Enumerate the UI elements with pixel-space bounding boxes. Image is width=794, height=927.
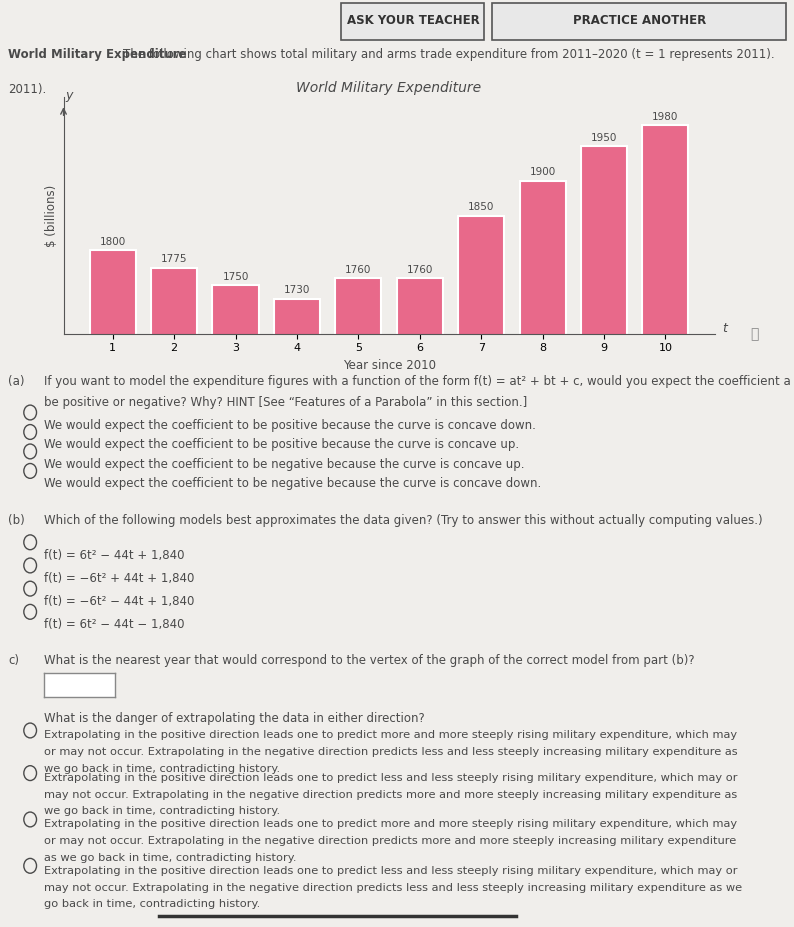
Text: Extrapolating in the positive direction leads one to predict less and less steep: Extrapolating in the positive direction … xyxy=(44,866,737,876)
Text: We would expect the coefficient to be negative because the curve is concave down: We would expect the coefficient to be ne… xyxy=(44,477,541,490)
Text: 2011).: 2011). xyxy=(8,83,46,96)
Text: we go back in time, contradicting history.: we go back in time, contradicting histor… xyxy=(44,806,279,817)
Bar xyxy=(335,278,381,927)
Text: t: t xyxy=(722,322,727,335)
Bar xyxy=(151,268,197,927)
Text: Extrapolating in the positive direction leads one to predict more and more steep: Extrapolating in the positive direction … xyxy=(44,730,737,741)
Text: 1980: 1980 xyxy=(653,111,679,121)
Text: or may not occur. Extrapolating in the negative direction predicts less and less: or may not occur. Extrapolating in the n… xyxy=(44,747,738,757)
Text: 1800: 1800 xyxy=(99,236,125,247)
Text: 1950: 1950 xyxy=(591,133,617,143)
Text: f(t) = −6t² − 44t + 1,840: f(t) = −6t² − 44t + 1,840 xyxy=(44,595,194,608)
Y-axis label: $ (billions): $ (billions) xyxy=(45,184,58,247)
Bar xyxy=(90,250,136,927)
Text: ⓘ: ⓘ xyxy=(750,327,758,341)
Text: go back in time, contradicting history.: go back in time, contradicting history. xyxy=(44,899,260,909)
Text: What is the danger of extrapolating the data in either direction?: What is the danger of extrapolating the … xyxy=(44,712,425,725)
Bar xyxy=(397,278,443,927)
Text: f(t) = 6t² − 44t + 1,840: f(t) = 6t² − 44t + 1,840 xyxy=(44,549,184,562)
Bar xyxy=(274,299,320,927)
Text: 1760: 1760 xyxy=(407,264,433,274)
Text: Which of the following models best approximates the data given? (Try to answer t: Which of the following models best appro… xyxy=(44,514,762,527)
Text: The following chart shows total military and arms trade expenditure from 2011–20: The following chart shows total military… xyxy=(123,48,775,61)
Text: Extrapolating in the positive direction leads one to predict less and less steep: Extrapolating in the positive direction … xyxy=(44,773,737,783)
Text: 1900: 1900 xyxy=(530,167,556,177)
Text: may not occur. Extrapolating in the negative direction predicts more and more st: may not occur. Extrapolating in the nega… xyxy=(44,790,737,800)
Text: be positive or negative? Why? HINT [See “Features of a Parabola” in this section: be positive or negative? Why? HINT [See … xyxy=(44,396,527,409)
Title: World Military Expenditure: World Military Expenditure xyxy=(296,81,482,95)
Text: Extrapolating in the positive direction leads one to predict more and more steep: Extrapolating in the positive direction … xyxy=(44,819,737,830)
Text: 1775: 1775 xyxy=(161,254,187,264)
Bar xyxy=(519,181,565,927)
Text: We would expect the coefficient to be negative because the curve is concave up.: We would expect the coefficient to be ne… xyxy=(44,458,524,471)
Text: f(t) = −6t² + 44t + 1,840: f(t) = −6t² + 44t + 1,840 xyxy=(44,572,194,585)
Text: may not occur. Extrapolating in the negative direction predicts less and less st: may not occur. Extrapolating in the nega… xyxy=(44,883,742,893)
X-axis label: Year since 2010: Year since 2010 xyxy=(342,359,436,372)
Text: 1730: 1730 xyxy=(283,286,310,296)
Text: World Military Expenditure: World Military Expenditure xyxy=(8,48,187,61)
FancyBboxPatch shape xyxy=(341,3,484,40)
Text: We would expect the coefficient to be positive because the curve is concave up.: We would expect the coefficient to be po… xyxy=(44,438,518,451)
Text: We would expect the coefficient to be positive because the curve is concave down: We would expect the coefficient to be po… xyxy=(44,419,535,432)
Bar xyxy=(642,125,688,927)
Text: 1850: 1850 xyxy=(468,202,495,212)
Bar xyxy=(213,286,259,927)
Text: ASK YOUR TEACHER: ASK YOUR TEACHER xyxy=(346,14,480,27)
FancyBboxPatch shape xyxy=(492,3,786,40)
Text: 1750: 1750 xyxy=(222,272,249,282)
Text: (a): (a) xyxy=(8,375,25,388)
Text: c): c) xyxy=(8,654,19,667)
Text: 1760: 1760 xyxy=(345,264,372,274)
Text: as we go back in time, contradicting history.: as we go back in time, contradicting his… xyxy=(44,853,296,863)
Text: y: y xyxy=(65,89,73,102)
Text: If you want to model the expenditure figures with a function of the form f(t) = : If you want to model the expenditure fig… xyxy=(44,375,794,388)
Bar xyxy=(581,146,627,927)
Text: What is the nearest year that would correspond to the vertex of the graph of the: What is the nearest year that would corr… xyxy=(44,654,694,667)
Text: PRACTICE ANOTHER: PRACTICE ANOTHER xyxy=(572,14,706,27)
Text: or may not occur. Extrapolating in the negative direction predicts more and more: or may not occur. Extrapolating in the n… xyxy=(44,836,736,846)
Text: (b): (b) xyxy=(8,514,25,527)
Bar xyxy=(458,216,504,927)
Text: f(t) = 6t² − 44t − 1,840: f(t) = 6t² − 44t − 1,840 xyxy=(44,618,184,631)
Text: we go back in time, contradicting history.: we go back in time, contradicting histor… xyxy=(44,764,279,774)
